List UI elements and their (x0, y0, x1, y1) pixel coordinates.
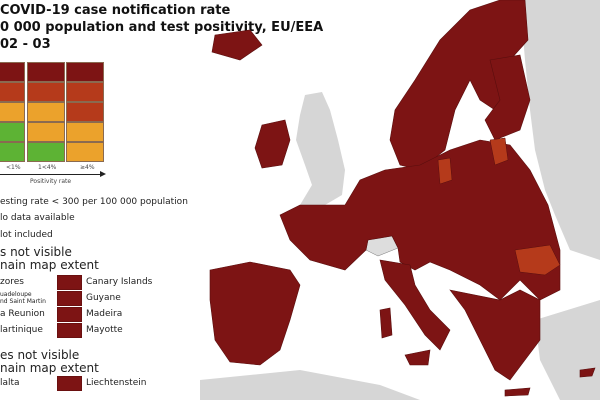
matrix-cell-dark_red (27, 62, 65, 82)
regions-label: lartinique (0, 325, 43, 335)
countries-label: Liechtenstein (86, 378, 147, 388)
balkans-greece (449, 289, 541, 381)
regions-heading: s not visible nain map extent (0, 245, 99, 272)
arrow-head-icon (100, 171, 106, 177)
legend-not-included: lot included (0, 230, 53, 240)
iberia (209, 261, 301, 366)
matrix-cell-orange (66, 142, 104, 162)
matrix-cell-green (0, 142, 25, 162)
axis-label: Positivity rate (30, 178, 72, 185)
legend-testing-rate: esting rate < 300 per 100 000 population (0, 197, 188, 207)
countries-heading: es not visible nain map extent (0, 348, 99, 375)
russia-landmass (520, 0, 600, 260)
regions-swatch (57, 291, 82, 306)
regions-swatch (57, 307, 82, 322)
title-line-1: COVID-19 case notification rate (0, 3, 231, 18)
matrix-cell-orange (66, 122, 104, 142)
regions-swatch (57, 275, 82, 290)
matrix-cell-red (0, 82, 25, 102)
regions-label: Canary Islands (86, 277, 153, 287)
countries-label: lalta (0, 378, 20, 388)
tick-1to4: 1<4% (38, 164, 57, 171)
iceland (211, 29, 263, 61)
regions-label: Guyane (86, 293, 121, 303)
cyprus (579, 367, 596, 378)
regions-label: Madeira (86, 309, 123, 319)
finland-baltics (484, 54, 531, 141)
matrix-cell-dark_red (0, 62, 25, 82)
matrix-cell-orange (27, 122, 65, 142)
matrix-cell-red (66, 82, 104, 102)
ireland (254, 119, 291, 169)
highlighted-region-romania (514, 244, 561, 276)
regions-swatch (57, 323, 82, 338)
matrix-cell-red (27, 82, 65, 102)
tick-ge4: ≥4% (80, 164, 95, 171)
sardinia (379, 307, 393, 339)
turkey-landmass (535, 300, 600, 400)
matrix-cell-dark_red (66, 62, 104, 82)
legend-no-data: lo data available (0, 213, 75, 223)
regions-label: Mayotte (86, 325, 123, 335)
matrix-cell-orange (0, 102, 25, 122)
matrix-cell-green (0, 122, 25, 142)
uk-landmass (296, 92, 345, 205)
matrix-cell-red (66, 102, 104, 122)
tick-lt1: <1% (6, 164, 21, 171)
italy (379, 259, 451, 351)
africa-landmass (200, 370, 420, 400)
axis-arrow (0, 174, 100, 175)
regions-label: a Reunion (0, 309, 45, 319)
central-europe (279, 139, 561, 301)
matrix-cell-orange (27, 102, 65, 122)
matrix-cell-green (27, 142, 65, 162)
countries-swatch (57, 376, 82, 391)
highlighted-region-germany (437, 157, 453, 185)
regions-label: uadeloupe nd Saint Martin (0, 291, 46, 305)
regions-label: zores (0, 277, 24, 287)
highlighted-region-poland (489, 137, 509, 166)
crete (504, 387, 531, 397)
sicily (404, 349, 431, 366)
title-line-3: 02 - 03 (0, 37, 51, 52)
